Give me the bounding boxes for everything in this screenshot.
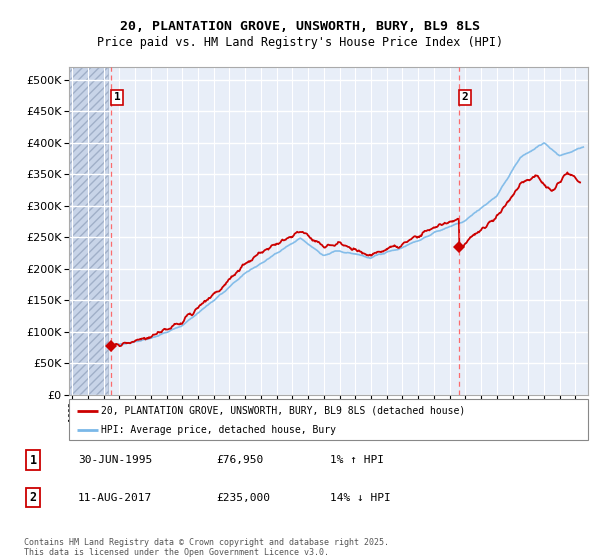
Text: 14% ↓ HPI: 14% ↓ HPI	[330, 493, 391, 503]
Text: HPI: Average price, detached house, Bury: HPI: Average price, detached house, Bury	[101, 424, 336, 435]
Text: 20, PLANTATION GROVE, UNSWORTH, BURY, BL9 8LS (detached house): 20, PLANTATION GROVE, UNSWORTH, BURY, BL…	[101, 405, 466, 416]
Text: 1: 1	[29, 454, 37, 467]
Text: Contains HM Land Registry data © Crown copyright and database right 2025.
This d: Contains HM Land Registry data © Crown c…	[24, 538, 389, 557]
Text: 2: 2	[462, 92, 469, 102]
Text: 1% ↑ HPI: 1% ↑ HPI	[330, 455, 384, 465]
Text: 11-AUG-2017: 11-AUG-2017	[78, 493, 152, 503]
Text: £235,000: £235,000	[216, 493, 270, 503]
Text: 20, PLANTATION GROVE, UNSWORTH, BURY, BL9 8LS: 20, PLANTATION GROVE, UNSWORTH, BURY, BL…	[120, 20, 480, 32]
Bar	[69, 67, 109, 395]
Text: 30-JUN-1995: 30-JUN-1995	[78, 455, 152, 465]
Bar	[69, 67, 109, 395]
Text: £76,950: £76,950	[216, 455, 263, 465]
Text: Price paid vs. HM Land Registry's House Price Index (HPI): Price paid vs. HM Land Registry's House …	[97, 36, 503, 49]
Text: 1: 1	[114, 92, 121, 102]
FancyBboxPatch shape	[69, 399, 588, 440]
Text: 2: 2	[29, 491, 37, 504]
